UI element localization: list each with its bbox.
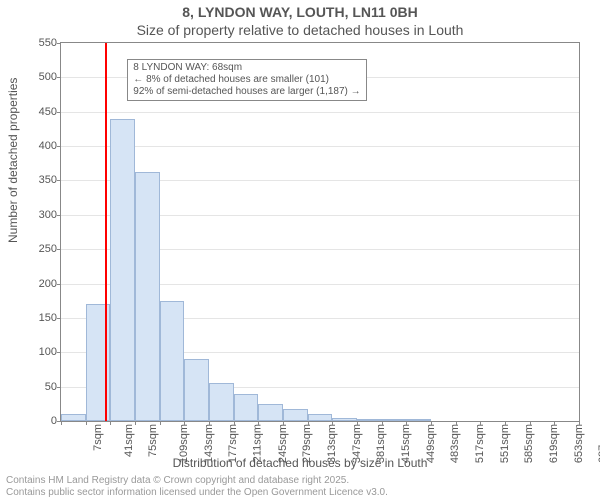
histogram-bar xyxy=(110,119,135,421)
ytick-label: 150 xyxy=(39,312,57,324)
ytick-label: 50 xyxy=(45,381,57,393)
xtick-label: 7sqm xyxy=(92,424,104,451)
ytick-mark xyxy=(57,387,61,388)
xtick-mark xyxy=(431,421,432,425)
xtick-label: 41sqm xyxy=(123,424,135,457)
xtick-mark xyxy=(530,421,531,425)
ytick-label: 550 xyxy=(39,37,57,49)
xtick-mark xyxy=(160,421,161,425)
ytick-label: 200 xyxy=(39,278,57,290)
chart-title-line1: 8, LYNDON WAY, LOUTH, LN11 0BH xyxy=(0,4,600,20)
xtick-label: 75sqm xyxy=(147,424,159,457)
ytick-label: 300 xyxy=(39,209,57,221)
ytick-mark xyxy=(57,215,61,216)
xtick-mark xyxy=(456,421,457,425)
histogram-bar xyxy=(184,359,209,421)
histogram-bar xyxy=(308,414,333,421)
xtick-mark xyxy=(579,421,580,425)
xtick-mark xyxy=(209,421,210,425)
histogram-bar xyxy=(61,414,86,421)
histogram-bar xyxy=(135,172,160,421)
ytick-label: 450 xyxy=(39,106,57,118)
histogram-bar xyxy=(209,383,234,421)
xtick-mark xyxy=(234,421,235,425)
plot-area: 0501001502002503003504004505005507sqm41s… xyxy=(60,42,580,422)
ytick-mark xyxy=(57,112,61,113)
xtick-mark xyxy=(110,421,111,425)
xtick-mark xyxy=(61,421,62,425)
xtick-mark xyxy=(505,421,506,425)
xtick-mark xyxy=(308,421,309,425)
ytick-mark xyxy=(57,146,61,147)
annotation-box: 8 LYNDON WAY: 68sqm← 8% of detached hous… xyxy=(127,59,366,101)
annotation-line: 8 LYNDON WAY: 68sqm xyxy=(133,62,360,74)
ytick-label: 350 xyxy=(39,174,57,186)
histogram-bar xyxy=(283,409,308,421)
histogram-bar xyxy=(382,419,407,421)
histogram-bar xyxy=(258,404,283,421)
ytick-mark xyxy=(57,352,61,353)
xtick-mark xyxy=(135,421,136,425)
chart-title-line2: Size of property relative to detached ho… xyxy=(0,22,600,38)
annotation-line: ← 8% of detached houses are smaller (101… xyxy=(133,74,360,86)
histogram-bar xyxy=(357,419,382,421)
ytick-mark xyxy=(57,249,61,250)
ytick-mark xyxy=(57,180,61,181)
histogram-bar xyxy=(160,301,185,421)
ytick-mark xyxy=(57,318,61,319)
xtick-mark xyxy=(258,421,259,425)
gridline-h xyxy=(61,112,579,113)
ytick-label: 100 xyxy=(39,346,57,358)
chart-container: 8, LYNDON WAY, LOUTH, LN11 0BH Size of p… xyxy=(0,0,600,500)
ytick-label: 500 xyxy=(39,71,57,83)
gridline-h xyxy=(61,146,579,147)
attribution-text: Contains HM Land Registry data © Crown c… xyxy=(6,475,388,498)
ytick-mark xyxy=(57,284,61,285)
x-axis-label: Distribution of detached houses by size … xyxy=(0,456,600,470)
xtick-mark xyxy=(480,421,481,425)
xtick-mark xyxy=(86,421,87,425)
histogram-bar xyxy=(332,418,357,421)
xtick-mark xyxy=(357,421,358,425)
xtick-mark xyxy=(332,421,333,425)
histogram-bar xyxy=(234,394,259,421)
xtick-mark xyxy=(283,421,284,425)
annotation-line: 92% of semi-detached houses are larger (… xyxy=(133,86,360,98)
ytick-mark xyxy=(57,77,61,78)
reference-line xyxy=(105,43,107,421)
ytick-label: 250 xyxy=(39,243,57,255)
xtick-mark xyxy=(554,421,555,425)
xtick-mark xyxy=(382,421,383,425)
histogram-bar xyxy=(406,419,431,421)
xtick-mark xyxy=(184,421,185,425)
ytick-mark xyxy=(57,43,61,44)
ytick-label: 0 xyxy=(51,415,57,427)
y-axis-label: Number of detached properties xyxy=(6,78,20,243)
xtick-mark xyxy=(406,421,407,425)
ytick-label: 400 xyxy=(39,140,57,152)
